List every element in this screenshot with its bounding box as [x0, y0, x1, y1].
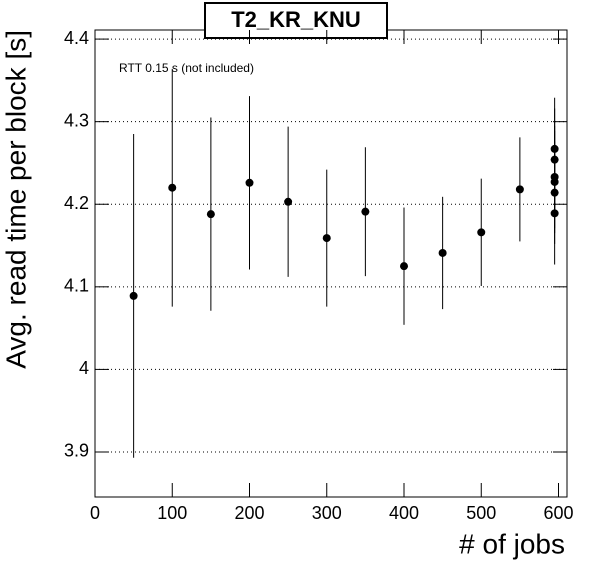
- marker: [168, 183, 177, 192]
- x-tick-label: 100: [157, 503, 187, 523]
- x-tick-label: 0: [90, 503, 100, 523]
- x-tick-label: 500: [466, 503, 496, 523]
- x-axis-title: # of jobs: [459, 528, 565, 559]
- y-tick-label: 4.1: [64, 276, 89, 296]
- annotation: RTT 0.15 s (not included): [119, 61, 254, 75]
- marker: [477, 228, 486, 237]
- marker: [550, 209, 559, 218]
- marker: [245, 178, 254, 187]
- marker: [438, 248, 447, 257]
- title-box: [204, 2, 388, 39]
- plot-frame: [94, 29, 568, 498]
- x-tick-label: 300: [312, 503, 342, 523]
- marker: [400, 262, 409, 271]
- y-axis-title: Avg. read time per block [s]: [0, 30, 31, 369]
- y-tick-label: 4.3: [64, 110, 89, 130]
- x-tick-label: 400: [389, 503, 419, 523]
- y-tick-label: 4.2: [64, 193, 89, 213]
- y-tick-label: 4.4: [64, 28, 89, 48]
- marker: [361, 207, 370, 216]
- y-tick-label: 3.9: [64, 441, 89, 461]
- marker: [322, 234, 331, 243]
- marker: [206, 210, 215, 219]
- y-tick-label: 4: [79, 358, 89, 378]
- x-tick-label: 200: [234, 503, 264, 523]
- x-tick-label: 600: [543, 503, 573, 523]
- marker: [515, 185, 524, 194]
- chart-title: T2_KR_KNU: [231, 7, 361, 32]
- marker: [129, 291, 138, 300]
- marker: [284, 197, 293, 206]
